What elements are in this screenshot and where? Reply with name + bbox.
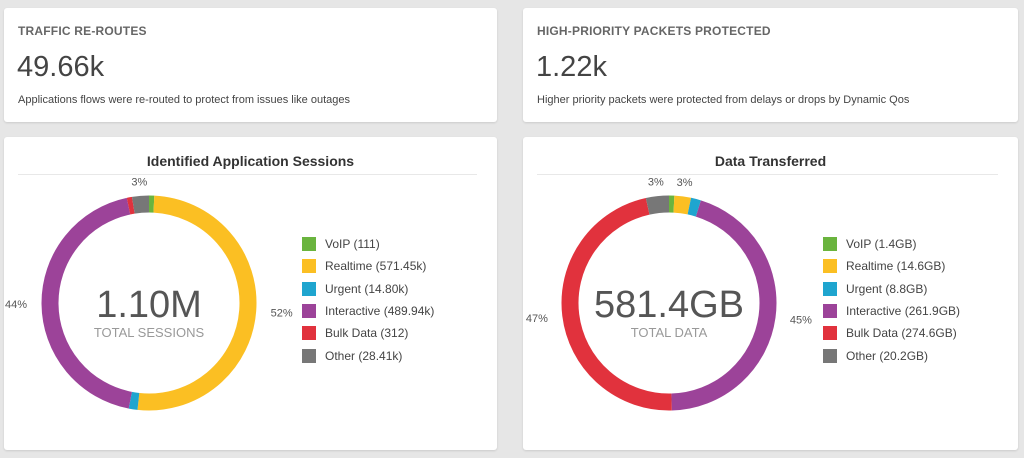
donut-slice-other[interactable] — [131, 195, 150, 214]
legend-item[interactable]: Other (28.41k) — [302, 344, 434, 366]
title-divider — [537, 174, 998, 175]
kpi-description: Higher priority packets were protected f… — [537, 94, 910, 106]
packets-protected-card: HIGH-PRIORITY PACKETS PROTECTED 1.22k Hi… — [523, 8, 1018, 122]
legend-item[interactable]: Realtime (14.6GB) — [823, 255, 960, 277]
donut-slice-interactive[interactable] — [41, 197, 132, 409]
legend-swatch — [823, 259, 837, 274]
legend-label: VoIP (111) — [325, 237, 380, 252]
chart-title: Identified Application Sessions — [146, 153, 355, 169]
legend-swatch — [302, 281, 316, 296]
legend-label: VoIP (1.4GB) — [846, 237, 917, 252]
donut-slice-other[interactable] — [645, 195, 670, 215]
legend-item[interactable]: Other (20.2GB) — [823, 344, 960, 366]
legend-label: Urgent (14.80k) — [325, 281, 409, 296]
legend-item[interactable]: Urgent (14.80k) — [302, 278, 434, 300]
legend-label: Other (28.41k) — [325, 348, 403, 363]
legend-swatch — [823, 304, 837, 319]
legend-label: Interactive (261.9GB) — [846, 304, 961, 319]
legend-item[interactable]: Urgent (8.8GB) — [823, 278, 960, 300]
donut-slice-realtime[interactable] — [137, 195, 257, 411]
legend-swatch — [823, 237, 837, 252]
legend-swatch — [302, 304, 316, 319]
kpi-value: 49.66k — [17, 51, 105, 83]
slice-percent-label: 3% — [131, 176, 147, 188]
legend-item[interactable]: VoIP (1.4GB) — [823, 233, 960, 255]
donut-center-label: TOTAL SESSIONS — [94, 325, 205, 340]
donut-slice-realtime[interactable] — [673, 195, 692, 215]
legend-label: Bulk Data (274.6GB) — [846, 326, 957, 341]
data-transferred-card: Data Transferred 3% 45% 47% 3% 581.4GB TOTAL … — [523, 137, 1018, 450]
donut-slice-bulk-data[interactable] — [561, 198, 672, 411]
legend-swatch — [823, 326, 837, 341]
legend-label: Urgent (8.8GB) — [846, 281, 928, 296]
donut-center-label: TOTAL DATA — [631, 325, 708, 340]
kpi-description: Applications flows were re-routed to pro… — [18, 94, 350, 106]
legend-item[interactable]: Interactive (261.9GB) — [823, 300, 960, 322]
slice-percent-label: 47% — [526, 313, 548, 325]
sessions-legend: VoIP (111) Realtime (571.45k) Urgent (14.8… — [302, 233, 434, 367]
kpi-value: 1.22k — [536, 51, 607, 83]
kpi-title: HIGH-PRIORITY PACKETS PROTECTED — [537, 24, 771, 38]
donut-center-value: 581.4GB — [594, 284, 744, 326]
traffic-reroutes-card: TRAFFIC RE-ROUTES 49.66k Applications fl… — [4, 8, 497, 122]
legend-item[interactable]: Realtime (571.45k) — [302, 255, 434, 277]
slice-percent-label: 52% — [271, 308, 293, 320]
title-divider — [18, 174, 477, 175]
donut-slice-urgent[interactable] — [687, 197, 701, 217]
legend-swatch — [302, 237, 316, 252]
legend-swatch — [302, 348, 316, 363]
slice-percent-label: 3% — [677, 177, 693, 189]
donut-slice-urgent[interactable] — [128, 391, 140, 410]
legend-swatch — [823, 348, 837, 363]
chart-title: Data Transferred — [714, 153, 827, 169]
kpi-title: TRAFFIC RE-ROUTES — [18, 24, 147, 38]
legend-item[interactable]: Interactive (489.94k) — [302, 300, 434, 322]
legend-item[interactable]: Bulk Data (274.6GB) — [823, 322, 960, 344]
slice-percent-label: 44% — [5, 299, 27, 311]
donut-center-value: 1.10M — [96, 284, 202, 326]
application-sessions-card: Identified Application Sessions 52% 44% 3%… — [4, 137, 497, 450]
legend-label: Interactive (489.94k) — [325, 304, 435, 319]
data-legend: VoIP (1.4GB) Realtime (14.6GB) Urgent (8.8… — [823, 233, 960, 367]
donut-slice-bulk-data[interactable] — [126, 196, 135, 215]
legend-label: Realtime (14.6GB) — [846, 259, 946, 274]
legend-label: Other (20.2GB) — [846, 348, 929, 363]
legend-label: Bulk Data (312) — [325, 326, 409, 341]
legend-swatch — [302, 259, 316, 274]
legend-item[interactable]: VoIP (111) — [302, 233, 434, 255]
legend-label: Realtime (571.45k) — [325, 259, 427, 274]
slice-percent-label: 3% — [648, 177, 664, 189]
donut-slice-interactive[interactable] — [671, 200, 777, 411]
legend-item[interactable]: Bulk Data (312) — [302, 322, 434, 344]
legend-swatch — [823, 281, 837, 296]
legend-swatch — [302, 326, 316, 341]
slice-percent-label: 45% — [790, 315, 812, 327]
